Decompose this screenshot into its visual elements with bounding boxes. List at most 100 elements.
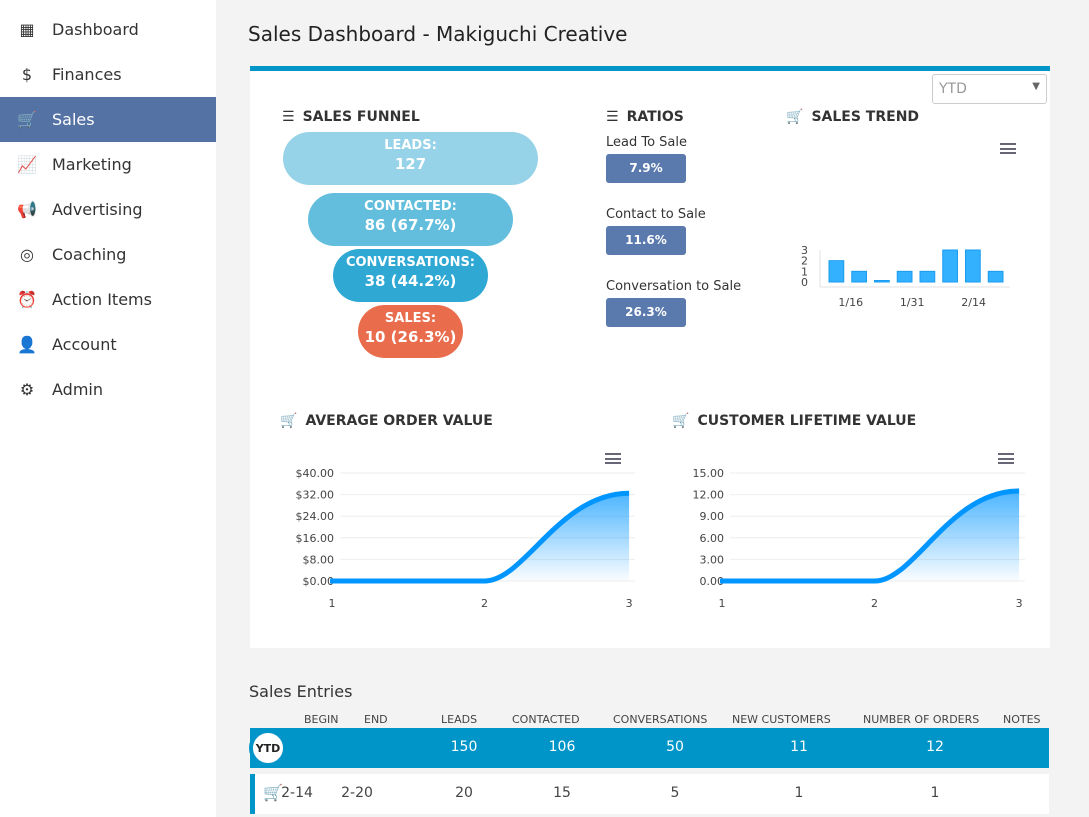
y-tick-label: 9.00 — [700, 510, 725, 523]
sidebar-item-marketing[interactable]: 📈 Marketing — [0, 142, 216, 187]
filter-icon: ☰ — [282, 109, 295, 125]
y-tick-label: $16.00 — [296, 532, 335, 545]
ytd-orders: 12 — [926, 739, 944, 755]
sidebar-item-label: Marketing — [52, 155, 132, 174]
y-tick-label: 15.00 — [693, 467, 725, 480]
cart-icon: 🛒 — [17, 110, 37, 129]
x-tick-label: 2 — [871, 597, 878, 610]
dashboard-icon: ▦ — [19, 20, 35, 39]
y-tick-label: $40.00 — [296, 467, 335, 480]
period-select[interactable]: YTD ▼ — [932, 74, 1047, 104]
row-contacted: 15 — [553, 785, 571, 801]
area-fill — [720, 491, 1020, 581]
ytd-summary-row: YTD 150 106 50 11 12 — [249, 728, 1049, 768]
x-tick-label: 2 — [481, 597, 488, 610]
account-icon: 👤 — [17, 335, 37, 354]
funnel-stage: SALES: 10 (26.3%) — [358, 305, 463, 358]
sidebar-item-account[interactable]: 👤 Account — [0, 322, 216, 367]
ratio-value: 7.9% — [606, 154, 686, 183]
bar — [874, 280, 890, 283]
sidebar-item-label: Coaching — [52, 245, 127, 264]
column-header[interactable]: NUMBER OF ORDERS — [863, 713, 980, 726]
y-tick-label: 6.00 — [700, 532, 725, 545]
funnel-stage-value: 38 (44.2%) — [364, 272, 457, 290]
row-orders: 1 — [930, 785, 940, 801]
ratios-title: RATIOS — [626, 109, 684, 125]
sidebar-item-coaching[interactable]: ◎ Coaching — [0, 232, 216, 277]
chart-menu-icon[interactable] — [998, 453, 1014, 464]
y-tick-label: $24.00 — [296, 510, 335, 523]
row-conversations: 5 — [670, 785, 680, 801]
row-new-customers: 1 — [794, 785, 804, 801]
funnel-stage-label: CONTACTED: — [364, 199, 457, 214]
ytd-contacted: 106 — [548, 739, 576, 755]
funnel-stage: CONTACTED: 86 (67.7%) — [308, 193, 513, 246]
column-header[interactable]: LEADS — [441, 713, 478, 726]
sidebar-item-admin[interactable]: ⚙ Admin — [0, 367, 216, 412]
sidebar-item-action-items[interactable]: ⏰ Action Items — [0, 277, 216, 322]
series-line — [330, 490, 630, 584]
clv-title: CUSTOMER LIFETIME VALUE — [697, 413, 917, 429]
cart-icon: 🛒 — [280, 413, 298, 429]
funnel-stage-value: 86 (67.7%) — [364, 216, 457, 234]
chart-menu-icon[interactable] — [1000, 143, 1016, 154]
sidebar: ▦ Dashboard $ Finances 🛒 Sales 📈 Marketing 📢 Adve… — [0, 0, 216, 817]
bar — [896, 270, 913, 283]
sidebar-item-advertising[interactable]: 📢 Advertising — [0, 187, 216, 232]
funnel-stage-value: 127 — [394, 155, 427, 173]
y-tick-label: 3.00 — [700, 553, 725, 566]
sidebar-item-label: Account — [52, 335, 117, 354]
sidebar-item-label: Dashboard — [52, 20, 139, 39]
y-tick-label: 12.00 — [693, 489, 725, 502]
y-tick-label: 1 — [801, 265, 808, 278]
bar — [942, 249, 958, 283]
column-header[interactable]: BEGIN — [304, 713, 339, 726]
table-row[interactable]: 🛒 2-14 2-20 20 15 5 1 1 — [250, 774, 1049, 814]
ratio-label: Conversation to Sale — [606, 279, 742, 294]
chart-menu-icon[interactable] — [605, 453, 621, 464]
sidebar-item-sales[interactable]: 🛒 Sales — [0, 97, 216, 142]
x-tick-label: 1/16 — [838, 296, 863, 309]
bar — [987, 270, 1004, 283]
x-tick-label: 1 — [719, 597, 726, 610]
y-tick-label: 0 — [801, 276, 808, 289]
sales-trend-heading: 🛒 SALES TREND — [786, 109, 919, 125]
lifebuoy-icon: ◎ — [20, 245, 34, 264]
ratio-label: Lead To Sale — [606, 135, 688, 150]
sidebar-item-label: Advertising — [52, 200, 143, 219]
funnel-stage: LEADS: 127 — [283, 132, 538, 185]
ytd-new-customers: 11 — [790, 739, 808, 755]
sales-trend-title: SALES TREND — [811, 109, 920, 125]
row-leads: 20 — [455, 785, 473, 801]
dashboard-card: YTD ▼ ☰ SALES FUNNEL LEADS: 127 CONTACTED: 86… — [250, 66, 1050, 648]
ratio-value: 26.3% — [606, 298, 686, 327]
sidebar-item-dashboard[interactable]: ▦ Dashboard — [0, 7, 216, 52]
column-header[interactable]: CONTACTED — [512, 713, 580, 726]
ytd-leads: 150 — [450, 739, 478, 755]
x-tick-label: 3 — [1016, 597, 1023, 610]
sidebar-item-label: Sales — [52, 110, 95, 129]
column-header[interactable]: END — [364, 713, 388, 726]
gear-icon: ⚙ — [19, 380, 35, 399]
column-header[interactable]: NEW CUSTOMERS — [732, 713, 831, 726]
alarm-icon: ⏰ — [17, 290, 37, 309]
column-header[interactable]: NOTES — [1003, 713, 1041, 726]
column-header[interactable]: CONVERSATIONS — [613, 713, 708, 726]
sidebar-item-label: Finances — [52, 65, 122, 84]
funnel-stage-label: CONVERSATIONS: — [345, 255, 476, 270]
row-end: 2-20 — [341, 785, 373, 801]
y-tick-label: 2 — [801, 255, 808, 268]
aov-chart: $0.00 $8.00 $16.00 $24.00 $32.00 $40.00 1 2 3 — [296, 467, 635, 610]
chevron-down-icon: ▼ — [1032, 81, 1040, 92]
ytd-badge: YTD — [249, 729, 287, 767]
sidebar-item-finances[interactable]: $ Finances — [0, 52, 216, 97]
funnel-stage: CONVERSATIONS: 38 (44.2%) — [333, 249, 488, 302]
ratio-label: Contact to Sale — [606, 207, 706, 222]
ratio-value: 11.6% — [606, 226, 686, 255]
area-fill — [330, 493, 630, 581]
ytd-conversations: 50 — [666, 739, 684, 755]
cart-icon: 🛒 — [263, 783, 283, 802]
aov-heading: 🛒 AVERAGE ORDER VALUE — [280, 413, 493, 429]
bar — [851, 270, 867, 283]
